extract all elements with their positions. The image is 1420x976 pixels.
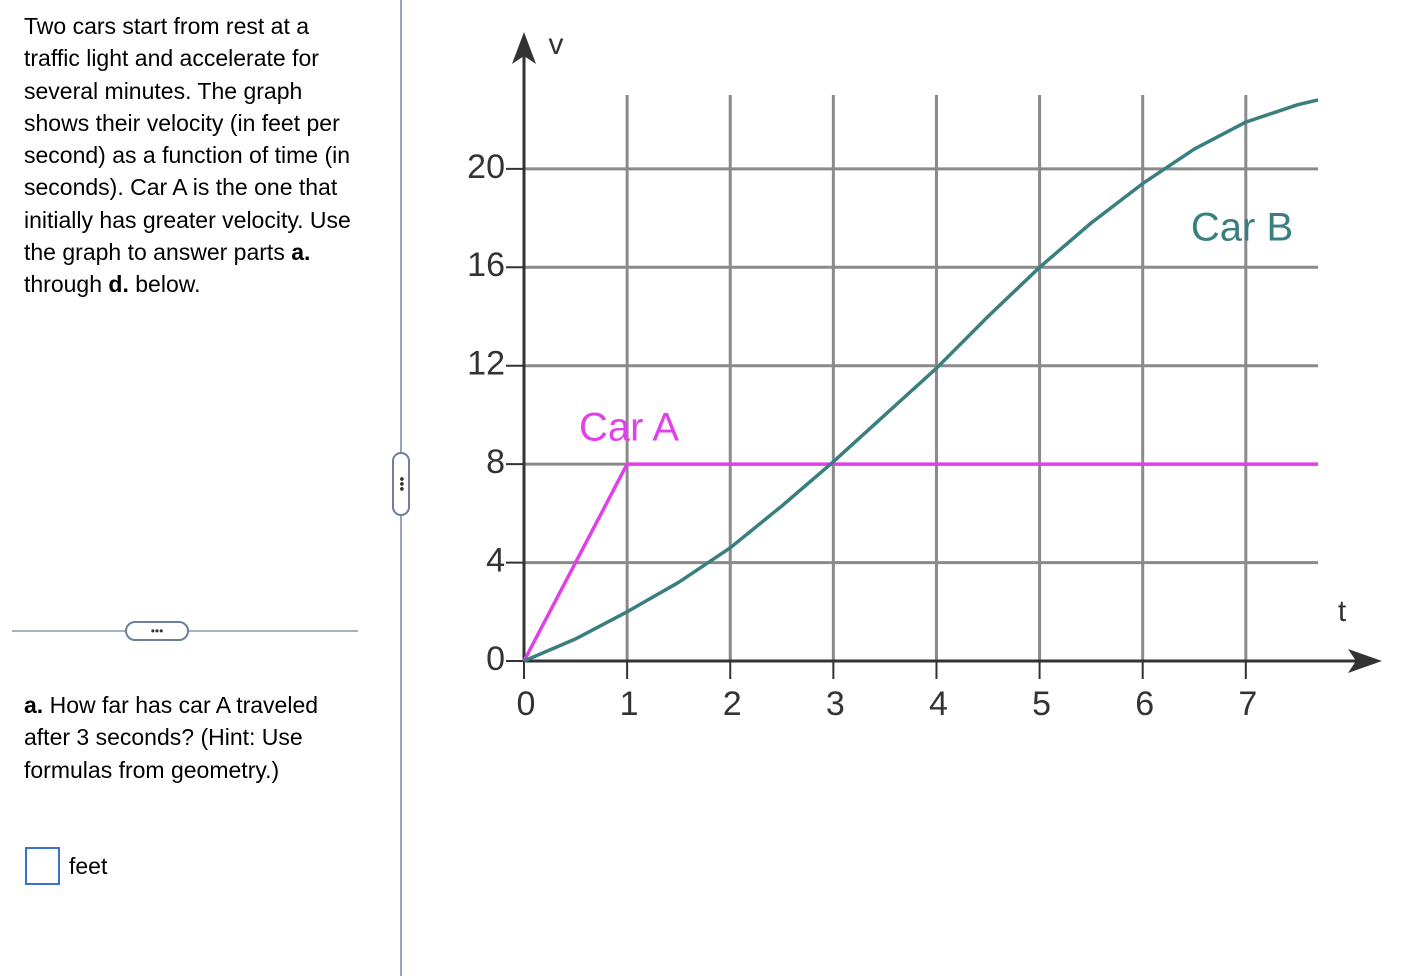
answer-input[interactable] [25,847,60,885]
y-tick-label: 8 [486,443,505,481]
x-axis-arrow [1348,649,1382,673]
x-tick-label: 4 [929,685,948,723]
y-tick-label: 4 [486,542,505,580]
x-tick-label: 6 [1135,685,1154,723]
y-tick-label: 16 [467,246,505,284]
x-tick-label: 5 [1032,685,1051,723]
handle-dots: ••• [151,624,164,638]
y-axis-arrow [512,32,536,64]
text: a. [291,239,311,266]
x-tick-label: 1 [620,685,639,723]
unit-label: feet [69,853,108,879]
expand-handle[interactable] [125,621,189,641]
text: Two cars start from rest at a traffic li… [24,13,351,266]
intro: Two cars start from rest at a traffic li… [24,10,364,301]
y-tick-label: 0 [486,640,505,678]
text: below. [128,271,201,298]
x-tick-label: 3 [826,685,845,723]
resize-handle[interactable] [392,452,410,516]
text: d. [108,271,129,298]
x-axis-label: t [1338,595,1347,628]
x-tick-label: 0 [517,685,536,723]
handle-dots: ••• [394,477,410,492]
text: a. [24,692,44,718]
series-label: Car A [579,406,679,450]
y-tick-label: 12 [467,345,505,383]
text: through [24,271,109,298]
series-line [523,98,1319,663]
y-tick-label: 20 [467,148,505,186]
part-a: a. How far has car A traveled after 3 se… [24,689,334,786]
x-tick-label: 7 [1238,685,1257,723]
x-tick-label: 2 [723,685,742,723]
y-axis-label: v [549,28,564,61]
series-label: Car B [1191,206,1293,250]
series-line [522,462,1318,662]
text: How far has car A traveled after 3 secon… [24,692,319,783]
